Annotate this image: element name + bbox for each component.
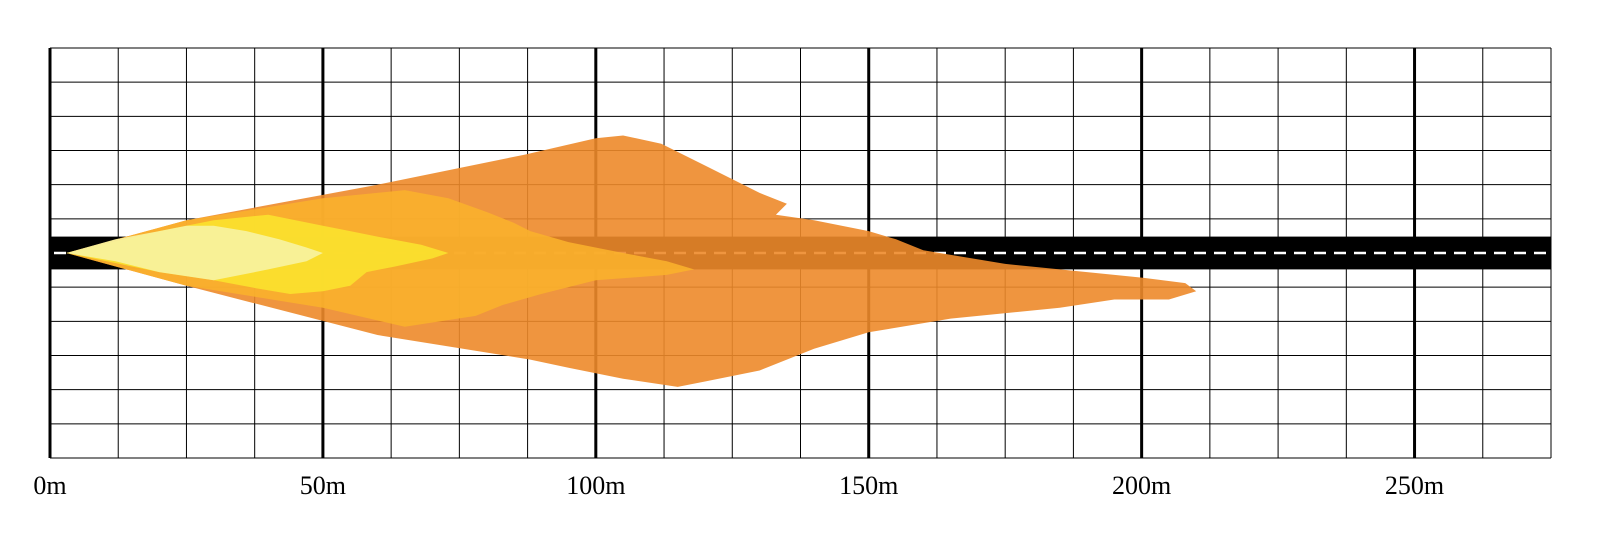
x-tick-label: 150m <box>839 471 898 500</box>
x-tick-label: 100m <box>566 471 625 500</box>
x-tick-label: 250m <box>1385 471 1444 500</box>
x-tick-labels: 0m 50m 100m 150m 200m 250m <box>33 471 1444 500</box>
beam-series-4 <box>66 225 323 281</box>
x-tick-label: 0m <box>33 471 66 500</box>
x-tick-label: 50m <box>300 471 346 500</box>
x-tick-label: 200m <box>1112 471 1171 500</box>
beam-series-group <box>66 135 1197 387</box>
